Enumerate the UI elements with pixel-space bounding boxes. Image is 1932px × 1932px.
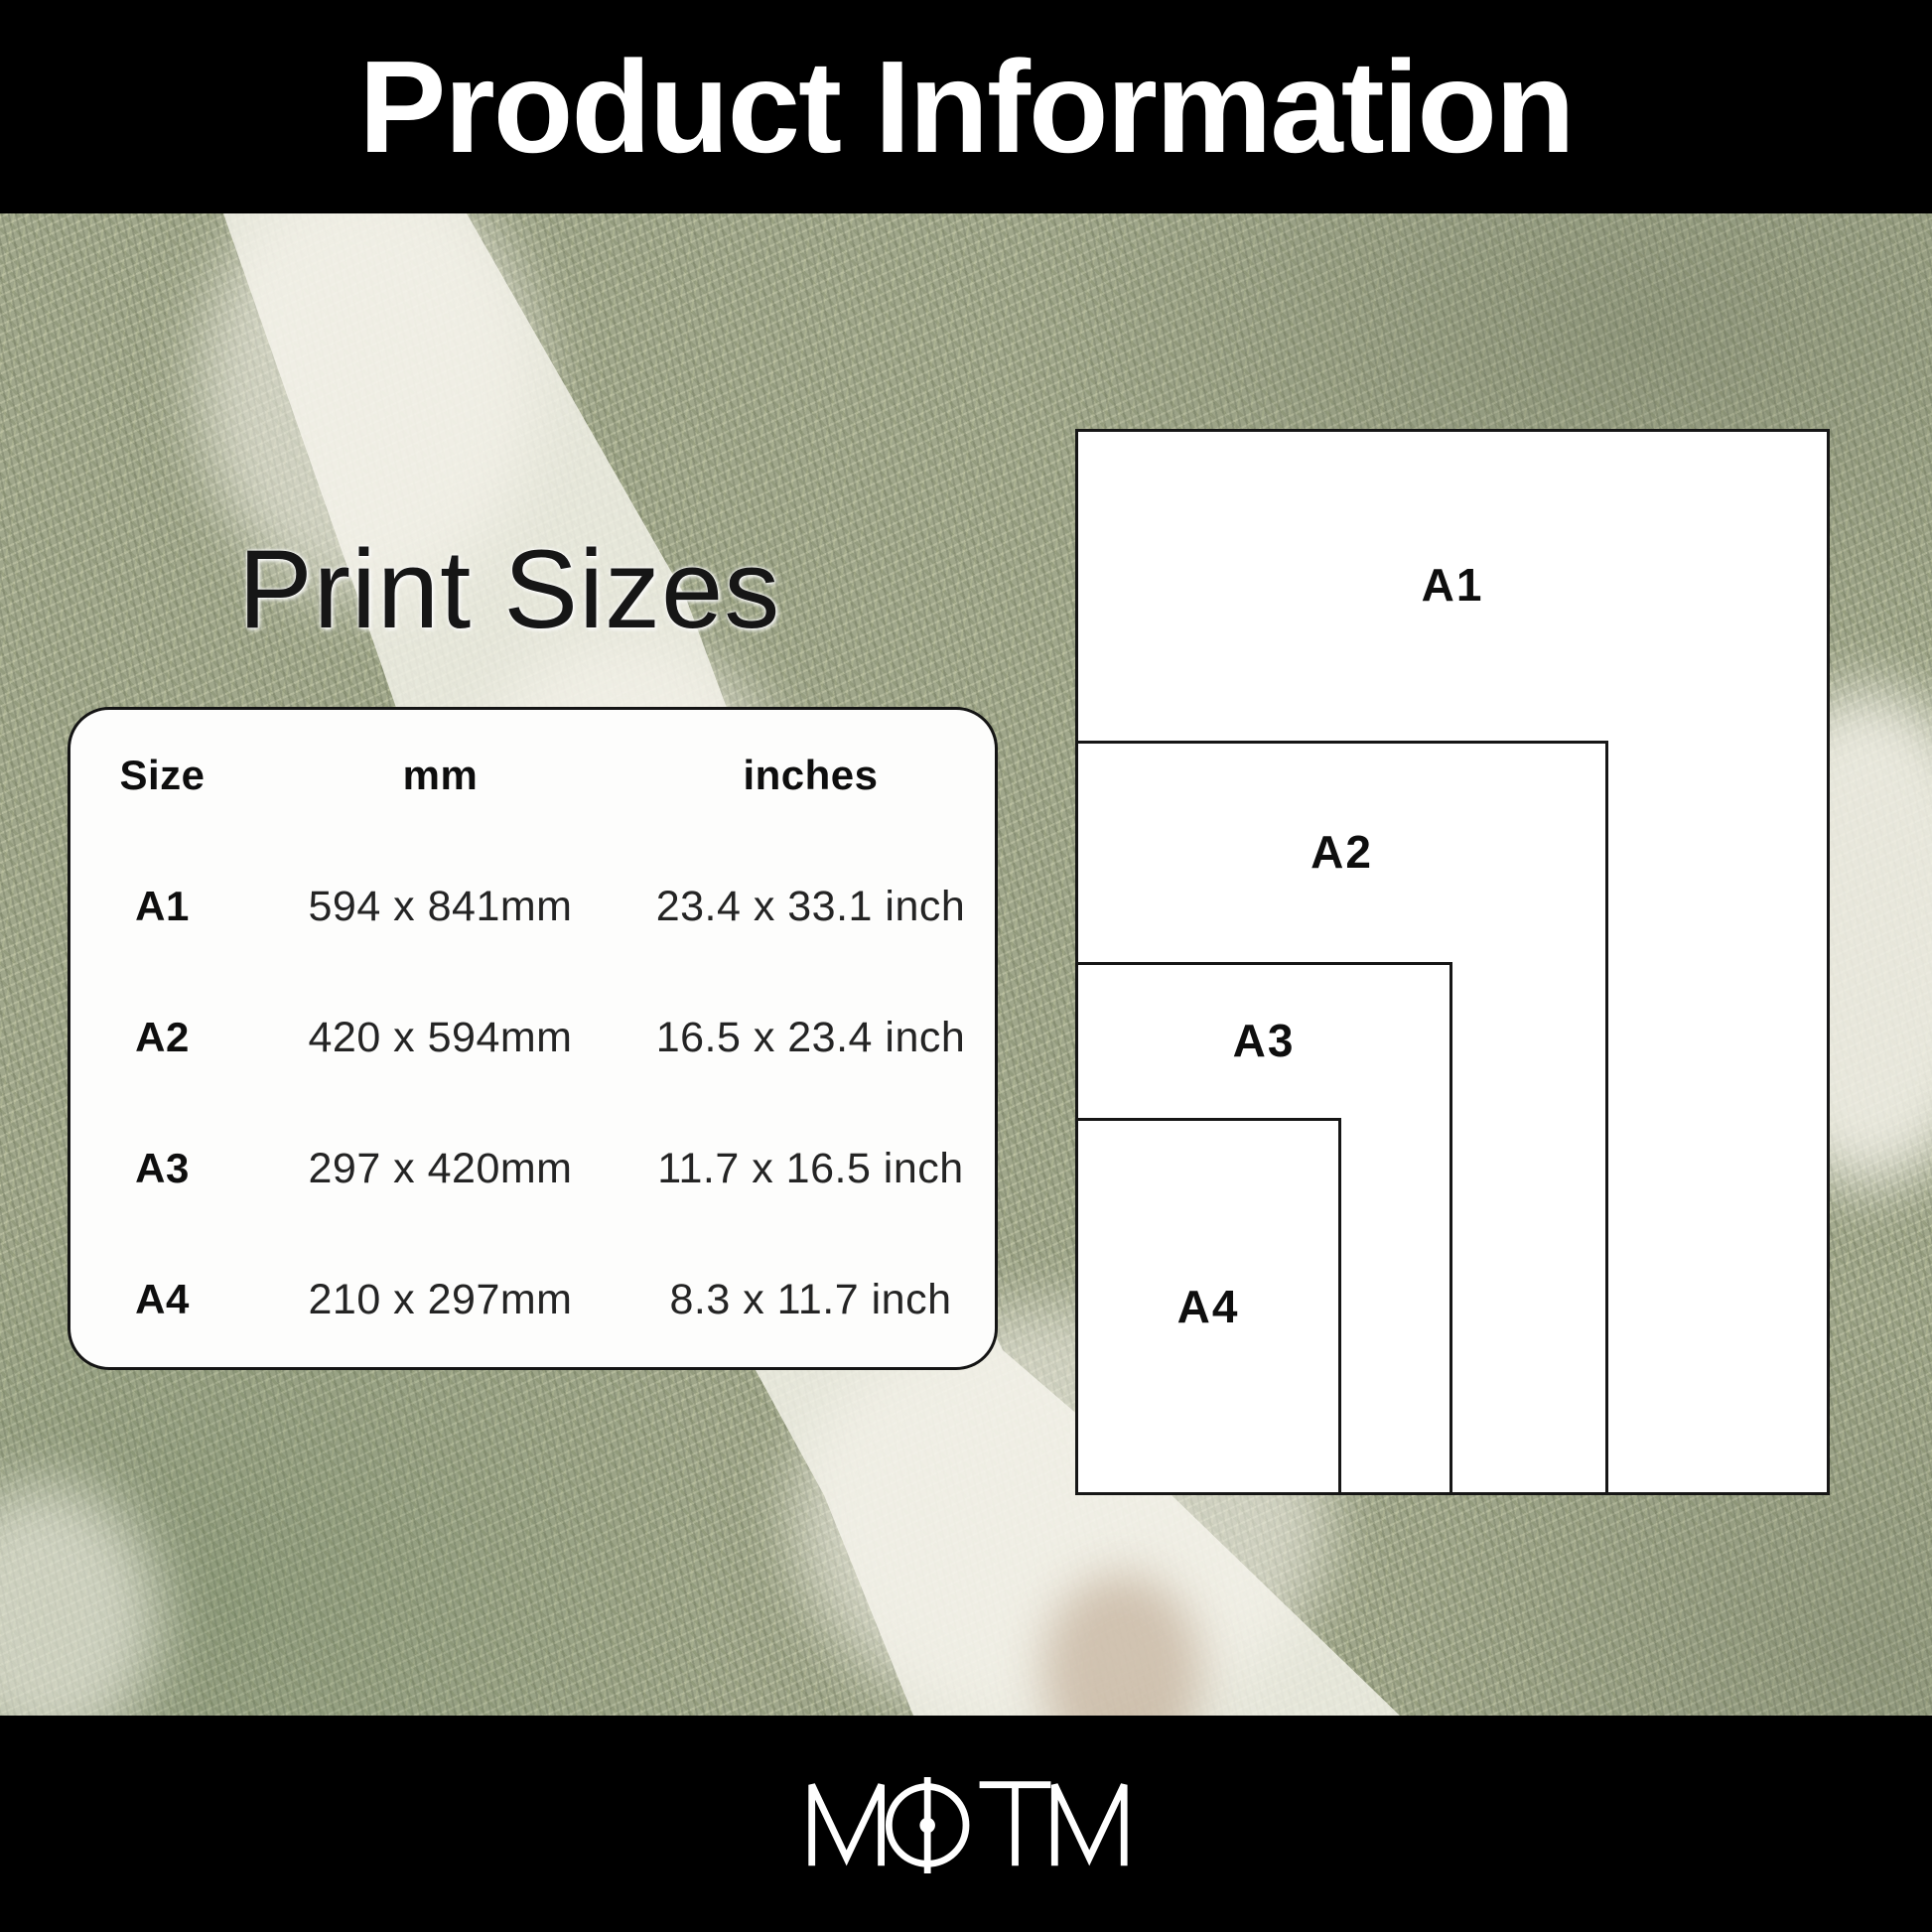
print-sizes-title: Print Sizes — [238, 527, 781, 651]
paper-label-a2: A2 — [1311, 826, 1373, 878]
row-a4-size: A4 — [135, 1276, 190, 1322]
header-bar: Product Information — [0, 0, 1932, 213]
page-title: Product Information — [358, 33, 1575, 180]
paper-label-a3: A3 — [1232, 1015, 1296, 1066]
motm-logo — [808, 1776, 1128, 1873]
logo-center-spot-icon — [919, 1817, 935, 1833]
paper-label-a1: A1 — [1421, 559, 1484, 611]
row-a3-inches: 11.7 x 16.5 inch — [657, 1144, 964, 1192]
column-header-size: Size — [119, 752, 206, 798]
row-a1-size: A1 — [135, 883, 190, 929]
row-a1-mm: 594 x 841mm — [308, 882, 573, 930]
footer-bar — [0, 1716, 1932, 1932]
paper-label-a4: A4 — [1176, 1281, 1240, 1332]
row-a4-inches: 8.3 x 11.7 inch — [669, 1275, 952, 1323]
row-a1-inches: 23.4 x 33.1 inch — [655, 882, 966, 930]
logo-letter-m-left — [808, 1782, 885, 1865]
paper-size-diagram: A1 A2 A3 A4 — [1075, 429, 1830, 1495]
row-a2-inches: 16.5 x 23.4 inch — [655, 1013, 966, 1061]
logo-letter-m-right — [1050, 1782, 1128, 1865]
row-a3-mm: 297 x 420mm — [308, 1144, 573, 1192]
row-a4-mm: 210 x 297mm — [308, 1275, 573, 1323]
row-a3-size: A3 — [135, 1145, 190, 1191]
paper-rect-a4 — [1075, 1118, 1341, 1495]
column-header-mm: mm — [402, 752, 479, 798]
column-header-inches: inches — [743, 752, 879, 798]
row-a2-size: A2 — [135, 1014, 190, 1060]
chalk-patch — [199, 174, 536, 601]
print-sizes-table: Size mm inches A1 594 x 841mm 23.4 x 33.… — [68, 707, 998, 1370]
row-a2-mm: 420 x 594mm — [308, 1013, 573, 1061]
